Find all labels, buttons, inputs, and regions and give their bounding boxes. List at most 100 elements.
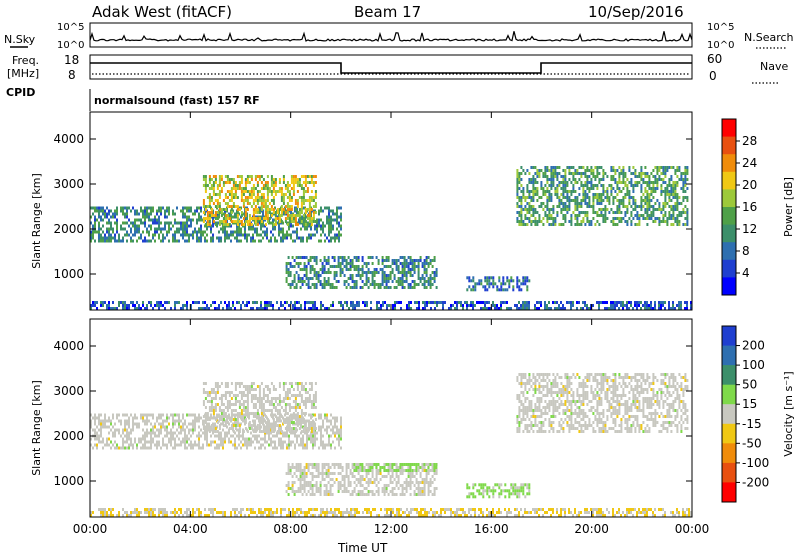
data-cell: [222, 424, 225, 427]
data-cell: [327, 481, 330, 484]
data-cell: [126, 206, 128, 210]
data-cell: [140, 209, 142, 213]
data-cell: [672, 184, 675, 187]
data-cell: [294, 181, 297, 184]
data-cell: [324, 428, 326, 432]
data-cell: [276, 446, 278, 450]
data-cell: [293, 481, 296, 484]
data-cell: [240, 394, 243, 397]
data-cell: [342, 304, 344, 307]
data-cell: [319, 493, 322, 496]
data-cell: [116, 212, 118, 216]
data-cell: [355, 268, 358, 271]
data-cell: [318, 209, 320, 213]
data-cell: [110, 307, 112, 310]
data-cell: [100, 431, 102, 435]
data-cell: [330, 227, 332, 231]
data-cell: [385, 277, 388, 280]
data-cell: [218, 409, 221, 412]
data-cell: [276, 397, 279, 400]
data-cell: [313, 475, 316, 478]
data-cell: [325, 490, 328, 493]
data-cell: [600, 184, 603, 187]
data-cell: [592, 187, 595, 190]
data-cell: [546, 307, 548, 310]
data-cell: [122, 227, 124, 231]
data-cell: [409, 259, 412, 262]
data-cell: [142, 230, 144, 234]
data-cell: [552, 208, 555, 211]
data-cell: [232, 178, 235, 181]
data-cell: [672, 307, 674, 310]
data-cell: [298, 236, 300, 240]
data-cell: [238, 400, 241, 403]
data-cell: [636, 181, 639, 184]
data-cell: [168, 440, 170, 444]
data-cell: [558, 172, 561, 175]
data-cell: [224, 227, 226, 231]
data-cell: [196, 206, 198, 210]
data-cell: [652, 175, 655, 178]
data-cell: [622, 217, 625, 220]
data-cell: [90, 443, 92, 447]
data-cell: [234, 388, 237, 391]
data-cell: [662, 172, 665, 175]
data-cell: [148, 413, 150, 417]
data-cell: [524, 282, 527, 286]
data-cell: [433, 271, 436, 274]
data-cell: [158, 440, 160, 444]
data-cell: [324, 446, 326, 450]
data-cell: [307, 286, 310, 289]
data-cell: [542, 187, 545, 190]
data-cell: [160, 227, 162, 231]
data-cell: [351, 262, 354, 265]
data-cell: [126, 304, 128, 307]
data-cell: [240, 304, 242, 307]
data-cell: [244, 224, 246, 228]
data-cell: [612, 175, 615, 178]
data-cell: [174, 443, 176, 447]
data-cell: [430, 301, 432, 304]
data-cell: [182, 206, 184, 210]
data-cell: [102, 419, 104, 423]
data-cell: [429, 277, 432, 280]
data-cell: [258, 430, 261, 433]
data-cell: [407, 286, 410, 289]
data-cell: [158, 434, 160, 438]
data-cell: [198, 227, 200, 231]
data-cell: [355, 283, 358, 286]
data-cell: [668, 184, 671, 187]
data-cell: [260, 304, 262, 307]
data-cell: [274, 424, 277, 427]
data-cell: [240, 206, 242, 210]
data-cell: [170, 413, 172, 417]
data-cell: [580, 166, 583, 169]
data-cell: [684, 196, 687, 199]
data-cell: [620, 301, 622, 304]
data-cell: [526, 307, 528, 310]
data-cell: [334, 218, 336, 222]
data-cell: [194, 212, 196, 216]
data-cell: [246, 391, 249, 394]
data-cell: [114, 239, 116, 243]
data-cell: [278, 437, 280, 441]
data-cell: [212, 406, 215, 409]
data-cell: [327, 469, 330, 472]
data-cell: [488, 301, 490, 304]
data-cell: [308, 388, 311, 391]
data-cell: [164, 419, 166, 423]
data-cell: [526, 276, 529, 280]
data-cell: [678, 211, 681, 214]
data-cell: [329, 286, 332, 289]
data-cell: [301, 277, 304, 280]
data-cell: [640, 190, 643, 193]
data-cell: [466, 301, 468, 304]
data-cell: [554, 166, 557, 169]
data-cell: [270, 412, 273, 415]
data-cell: [684, 205, 687, 208]
data-cell: [302, 412, 305, 415]
data-cell: [122, 209, 124, 213]
data-cell: [90, 230, 92, 234]
data-cell: [282, 409, 285, 412]
data-cell: [312, 175, 315, 178]
